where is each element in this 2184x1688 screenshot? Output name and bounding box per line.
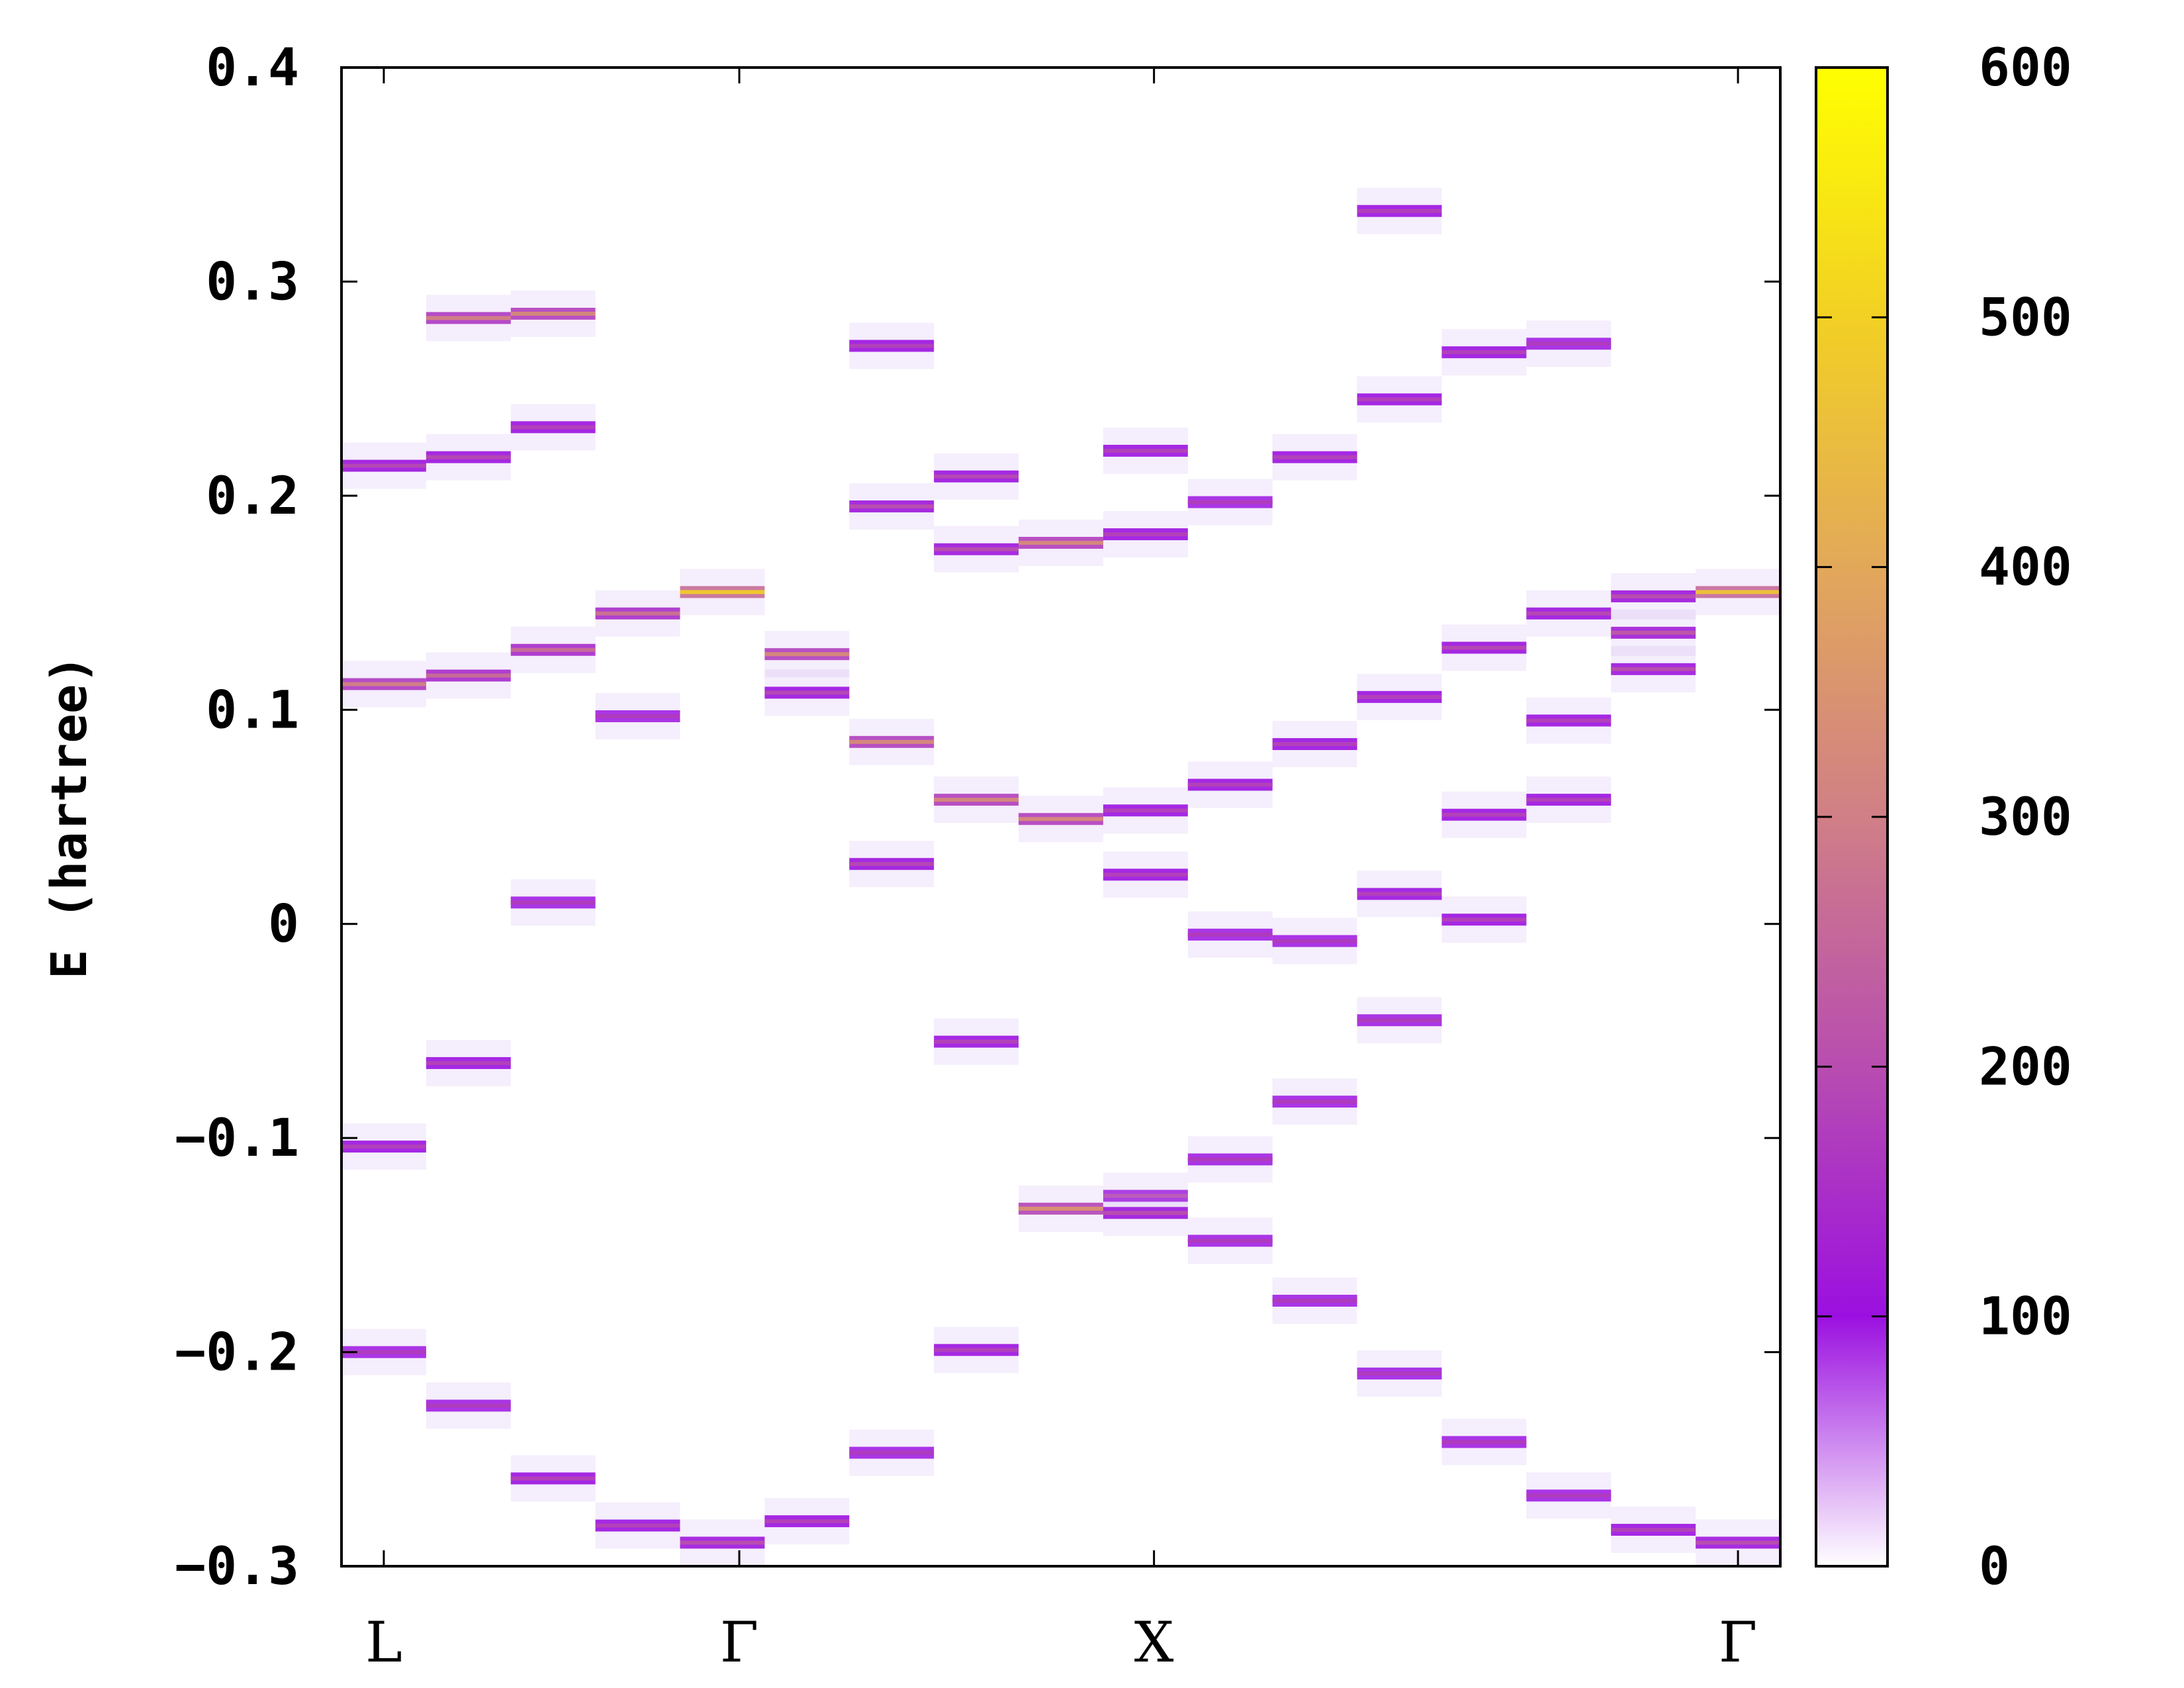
colorbar-tick-label: 100 — [1979, 1288, 2072, 1347]
band-core-col1-1 — [426, 455, 511, 459]
band-core-col2-2 — [510, 647, 596, 652]
band-core-col10-2 — [1187, 932, 1273, 937]
band-core-col10-1 — [1187, 782, 1273, 787]
band-core-col3-2 — [595, 1523, 680, 1528]
band-core-col1-2 — [426, 673, 511, 678]
band-core-col8-1 — [1019, 817, 1103, 821]
band-core-col11-3 — [1272, 1100, 1357, 1104]
band-core-col8-0 — [1019, 541, 1103, 545]
colorbar-tick-label: 500 — [1979, 288, 2072, 348]
colorbar-tick-label: 300 — [1979, 788, 2072, 847]
band-core-col15-0 — [1611, 594, 1696, 598]
band-core-col3-1 — [595, 714, 680, 718]
band-core-col14-3 — [1526, 798, 1612, 802]
band-core-col7-4 — [934, 1348, 1019, 1352]
colorbar-ticks: 0 100 200 300 400 500 600 — [1816, 38, 2072, 1597]
band-core-col13-1 — [1441, 645, 1527, 650]
band-core-col12-3 — [1357, 892, 1442, 896]
band-core-col9-3 — [1103, 872, 1188, 877]
y-tick-label: 0.3 — [206, 252, 299, 312]
band-core-col10-4 — [1187, 1239, 1273, 1243]
band-core-col11-0 — [1272, 455, 1357, 459]
band-core-col0-0 — [341, 463, 426, 468]
y-tick-label: −0.2 — [175, 1323, 299, 1383]
y-tick-label: 0.4 — [206, 38, 299, 98]
band-core-col10-0 — [1187, 500, 1273, 504]
band-core-col15-1 — [1611, 630, 1696, 635]
band-core-col0-2 — [341, 1145, 426, 1149]
band-core-col3-0 — [595, 611, 680, 616]
band-core-col7-0 — [934, 474, 1019, 479]
band-core-col12-5 — [1357, 1371, 1442, 1376]
kpoint-label: Γ — [1719, 1610, 1757, 1675]
y-tick-label: −0.3 — [175, 1537, 299, 1597]
colorbar-tick-label: 0 — [1979, 1537, 2010, 1597]
band-core-col14-1 — [1526, 611, 1612, 616]
y-tick-label: 0 — [268, 895, 299, 955]
band-core-col12-1 — [1357, 397, 1442, 402]
band-core-col12-2 — [1357, 694, 1442, 699]
band-core-col7-3 — [934, 1039, 1019, 1044]
band-core-col6-0 — [849, 344, 934, 348]
y-tick-label: 0.1 — [206, 680, 299, 740]
band-core-col5-0 — [764, 652, 850, 657]
band-core-col13-2 — [1441, 812, 1527, 817]
band-core-col6-2 — [849, 739, 934, 744]
kpoint-label: L — [365, 1610, 402, 1675]
band-core-col6-4 — [849, 1450, 934, 1455]
band-core-col1-0 — [426, 316, 511, 320]
band-core-col13-0 — [1441, 350, 1527, 355]
band-core-col6-1 — [849, 504, 934, 509]
band-core-col9-2 — [1103, 808, 1188, 813]
colorbar-tick-label: 600 — [1979, 38, 2072, 98]
band-core-col11-2 — [1272, 939, 1357, 943]
band-core-col4-0 — [680, 590, 765, 594]
y-tick-label: 0.2 — [206, 467, 299, 526]
band-core-col16-0 — [1696, 590, 1780, 594]
band-core-col14-2 — [1526, 718, 1612, 723]
band-core-col13-3 — [1441, 917, 1527, 922]
band-core-col2-1 — [510, 425, 596, 430]
band-core-col9-5 — [1103, 1211, 1188, 1215]
band-core-col13-4 — [1441, 1440, 1527, 1444]
band-core-col0-3 — [341, 1350, 426, 1354]
kpoint-label: Γ — [720, 1610, 758, 1675]
band-core-col16-1 — [1696, 1540, 1780, 1545]
band-core-col15-3 — [1611, 1528, 1696, 1532]
colorbar-tick-label: 200 — [1979, 1037, 2072, 1097]
band-core-col9-4 — [1103, 1194, 1188, 1198]
colorbar-tick-label: 400 — [1979, 538, 2072, 598]
band-core-col9-0 — [1103, 448, 1188, 453]
band-core-col11-4 — [1272, 1298, 1357, 1303]
band-core-col15-2 — [1611, 667, 1696, 671]
y-axis-title: E (hartree) — [41, 655, 98, 979]
band-core-col9-1 — [1103, 532, 1188, 537]
band-core-col6-3 — [849, 862, 934, 867]
band-core-col10-3 — [1187, 1157, 1273, 1162]
band-marks — [341, 187, 1780, 1566]
kpoint-label: X — [1134, 1610, 1174, 1675]
band-core-col12-4 — [1357, 1018, 1442, 1023]
band-core-col2-0 — [510, 311, 596, 316]
band-core-col8-2 — [1019, 1206, 1103, 1211]
band-core-col7-1 — [934, 547, 1019, 551]
band-core-col2-4 — [510, 1476, 596, 1481]
band-core-col7-2 — [934, 798, 1019, 802]
band-core-col5-1 — [764, 690, 850, 695]
band-core-col14-4 — [1526, 1493, 1612, 1498]
band-core-col1-4 — [426, 1403, 511, 1408]
band-core-col2-3 — [510, 900, 596, 905]
band-core-col14-0 — [1526, 342, 1612, 346]
band-core-col0-1 — [341, 682, 426, 686]
band-core-col5-2 — [764, 1519, 850, 1524]
y-tick-label: −0.1 — [175, 1109, 299, 1168]
plot-frame — [340, 66, 1782, 1568]
band-core-col1-3 — [426, 1060, 511, 1065]
band-core-col11-1 — [1272, 742, 1357, 747]
band-core-col4-1 — [680, 1540, 765, 1545]
band-core-col12-0 — [1357, 209, 1442, 213]
y-axis-ticks: 0.4 0.3 0.2 0.1 0 −0.1 −0.2 −0.3 — [175, 38, 1780, 1597]
